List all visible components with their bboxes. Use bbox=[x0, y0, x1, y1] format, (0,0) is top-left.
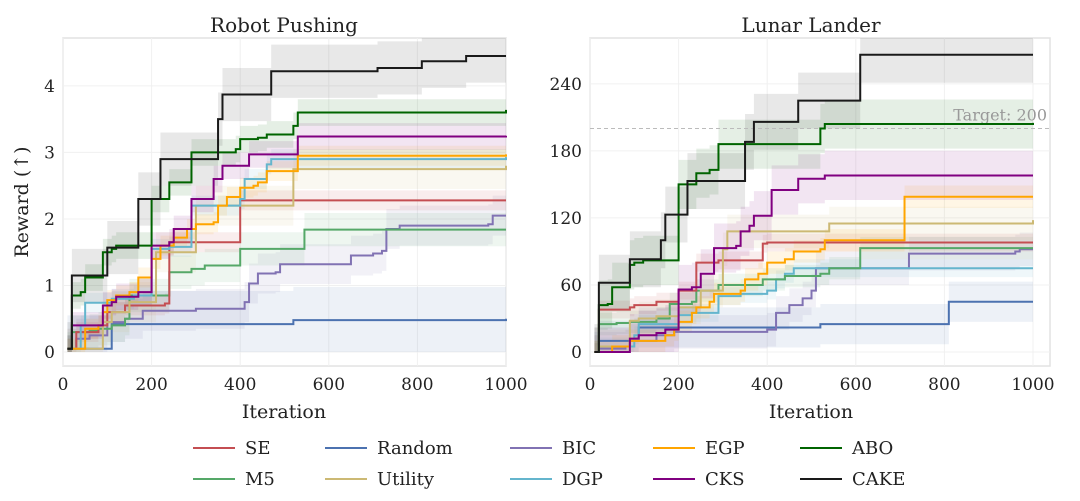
legend-item-bic: BIC bbox=[510, 438, 596, 459]
legend-label: SE bbox=[245, 438, 270, 459]
x-tick-label: 0 bbox=[585, 375, 596, 395]
series-line-cks bbox=[594, 174, 1033, 354]
legend: SE Random BIC EGP ABO M5 Utility DGP CKS CAKE bbox=[193, 438, 905, 490]
x-tick-label: 400 bbox=[224, 375, 256, 395]
series-line-abo bbox=[594, 122, 1034, 354]
legend-item-se: SE bbox=[193, 438, 270, 459]
legend-item-cks: CKS bbox=[653, 469, 745, 490]
y-tick-label: 60 bbox=[560, 276, 582, 296]
legend-item-dgp: DGP bbox=[510, 469, 603, 490]
chart-robot-pushing: Robot Pushing Iteration Reward (↑) 0 200 4… bbox=[11, 13, 528, 423]
series-line-random bbox=[67, 318, 507, 350]
band-cake bbox=[67, 38, 507, 353]
legend-label: M5 bbox=[245, 469, 275, 490]
legend-label: Utility bbox=[377, 469, 435, 490]
chart-lunar-lander: Lunar Lander Iteration 0 200 400 600 800 1000… bbox=[550, 13, 1055, 423]
band-se bbox=[67, 190, 507, 353]
series-line-cks bbox=[67, 135, 507, 350]
y-axis-label: Reward (↑) bbox=[11, 146, 33, 257]
series-line-dgp bbox=[67, 157, 507, 350]
legend-label: DGP bbox=[562, 469, 603, 490]
band-cks bbox=[67, 122, 507, 353]
y-tick-label: 2 bbox=[44, 210, 55, 230]
series-line-se bbox=[67, 199, 506, 350]
legend-item-abo: ABO bbox=[800, 438, 893, 459]
x-tick-label: 0 bbox=[58, 375, 69, 395]
x-tick-label: 600 bbox=[840, 375, 872, 395]
legend-label: BIC bbox=[562, 438, 596, 459]
x-tick-label: 1000 bbox=[484, 375, 527, 395]
series-line-m5 bbox=[67, 228, 506, 350]
y-tick-label: 0 bbox=[571, 343, 582, 363]
y-tick-label: 3 bbox=[44, 143, 55, 163]
legend-item-m5: M5 bbox=[193, 469, 275, 490]
y-tick-label: 0 bbox=[44, 343, 55, 363]
legend-item-utility: Utility bbox=[325, 469, 435, 490]
x-tick-label: 400 bbox=[751, 375, 783, 395]
series-line-cake bbox=[67, 54, 506, 350]
band-abo bbox=[67, 96, 507, 353]
chart-title: Lunar Lander bbox=[741, 13, 881, 37]
x-tick-label: 600 bbox=[313, 375, 345, 395]
series-line-cake bbox=[594, 53, 1033, 354]
legend-label: ABO bbox=[851, 438, 893, 459]
series-line-abo bbox=[67, 109, 507, 350]
legend-item-random: Random bbox=[325, 438, 453, 459]
band-random bbox=[67, 285, 507, 353]
series-line-utility bbox=[67, 165, 507, 350]
y-tick-label: 4 bbox=[44, 77, 55, 97]
series-line-egp bbox=[594, 195, 1033, 354]
x-axis-label: Iteration bbox=[769, 401, 853, 423]
legend-item-egp: EGP bbox=[653, 438, 745, 459]
series-line-egp bbox=[67, 154, 507, 350]
x-tick-label: 800 bbox=[401, 375, 433, 395]
y-tick-label: 240 bbox=[550, 75, 582, 95]
y-tick-label: 180 bbox=[550, 142, 582, 162]
x-tick-label: 200 bbox=[135, 375, 167, 395]
target-label: Target: 200 bbox=[953, 106, 1047, 125]
band-abo bbox=[594, 98, 1033, 353]
y-tick-label: 120 bbox=[550, 209, 582, 229]
band-random bbox=[594, 281, 1033, 353]
legend-item-cake: CAKE bbox=[800, 469, 905, 490]
chart-title: Robot Pushing bbox=[210, 13, 358, 37]
band-egp bbox=[67, 144, 507, 353]
y-tick-label: 1 bbox=[44, 276, 55, 296]
x-axis-label: Iteration bbox=[242, 401, 326, 423]
legend-label: CKS bbox=[705, 469, 745, 490]
plot-frame bbox=[62, 37, 507, 367]
band-bic bbox=[594, 232, 1033, 353]
plot-frame bbox=[589, 37, 1051, 367]
x-tick-label: 1000 bbox=[1011, 375, 1054, 395]
band-bic bbox=[67, 195, 507, 353]
x-tick-label: 200 bbox=[662, 375, 694, 395]
legend-label: EGP bbox=[705, 438, 745, 459]
x-tick-label: 800 bbox=[928, 375, 960, 395]
legend-label: Random bbox=[377, 438, 453, 459]
band-egp bbox=[594, 185, 1033, 353]
legend-label: CAKE bbox=[852, 469, 905, 490]
